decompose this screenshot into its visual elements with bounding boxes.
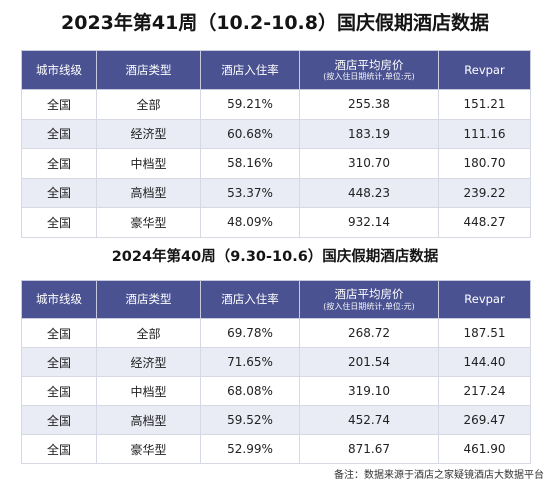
header-avg-price-note: (按入住日期统计,单位:元) (323, 301, 415, 311)
table-row: 全国 高档型 59.52% 452.74 269.47 (21, 405, 531, 435)
cell-occupancy: 71.65% (200, 347, 300, 377)
cell-city-tier: 全国 (21, 207, 97, 238)
cell-city-tier: 全国 (21, 118, 97, 149)
table-header-row: 城市线级 酒店类型 酒店入住率 酒店平均房价 (按入住日期统计,单位:元) Re… (21, 50, 531, 90)
cell-revpar: 239.22 (438, 177, 531, 208)
header-hotel-type: 酒店类型 (96, 50, 201, 90)
cell-revpar: 144.40 (438, 347, 531, 377)
header-occupancy: 酒店入住率 (200, 280, 300, 319)
table-row: 全国 经济型 71.65% 201.54 144.40 (21, 347, 531, 377)
cell-hotel-type: 全部 (96, 89, 201, 120)
cell-hotel-type: 中档型 (96, 148, 201, 179)
cell-city-tier: 全国 (21, 376, 97, 406)
cell-city-tier: 全国 (21, 148, 97, 179)
header-revpar: Revpar (438, 280, 531, 319)
cell-avg-price: 183.19 (299, 118, 439, 149)
cell-city-tier: 全国 (21, 177, 97, 208)
header-city-tier: 城市线级 (21, 50, 97, 90)
cell-hotel-type: 经济型 (96, 347, 201, 377)
table-row: 全国 高档型 53.37% 448.23 239.22 (21, 177, 531, 208)
cell-hotel-type: 豪华型 (96, 207, 201, 238)
header-revpar: Revpar (438, 50, 531, 90)
cell-revpar: 217.24 (438, 376, 531, 406)
cell-revpar: 269.47 (438, 405, 531, 435)
cell-occupancy: 59.52% (200, 405, 300, 435)
header-avg-price-note: (按入住日期统计,单位:元) (323, 72, 415, 82)
header-occupancy: 酒店入住率 (200, 50, 300, 90)
table1-title: 2023年第41周（10.2-10.8）国庆假期酒店数据 (61, 12, 489, 34)
table-header-row: 城市线级 酒店类型 酒店入住率 酒店平均房价 (按入住日期统计,单位:元) Re… (21, 280, 531, 319)
cell-avg-price: 268.72 (299, 318, 439, 348)
table-row: 全国 豪华型 48.09% 932.14 448.27 (21, 207, 531, 238)
cell-occupancy: 48.09% (200, 207, 300, 238)
cell-hotel-type: 高档型 (96, 177, 201, 208)
header-avg-price-label: 酒店平均房价 (334, 287, 404, 302)
cell-revpar: 111.16 (438, 118, 531, 149)
table-row: 全国 全部 59.21% 255.38 151.21 (21, 89, 531, 120)
cell-avg-price: 448.23 (299, 177, 439, 208)
header-hotel-type: 酒店类型 (96, 280, 201, 319)
table-row: 全国 中档型 58.16% 310.70 180.70 (21, 148, 531, 179)
footnote-source: 备注：数据来源于酒店之家疑镜酒店大数据平台 (334, 470, 544, 481)
header-avg-price: 酒店平均房价 (按入住日期统计,单位:元) (299, 50, 439, 90)
cell-occupancy: 58.16% (200, 148, 300, 179)
cell-hotel-type: 中档型 (96, 376, 201, 406)
table-row: 全国 经济型 60.68% 183.19 111.16 (21, 118, 531, 149)
cell-occupancy: 53.37% (200, 177, 300, 208)
cell-avg-price: 201.54 (299, 347, 439, 377)
table2-2024-holiday-data: 城市线级 酒店类型 酒店入住率 酒店平均房价 (按入住日期统计,单位:元) Re… (21, 280, 531, 464)
cell-revpar: 448.27 (438, 207, 531, 238)
header-avg-price: 酒店平均房价 (按入住日期统计,单位:元) (299, 280, 439, 319)
cell-avg-price: 319.10 (299, 376, 439, 406)
table-row: 全国 中档型 68.08% 319.10 217.24 (21, 376, 531, 406)
cell-occupancy: 69.78% (200, 318, 300, 348)
cell-occupancy: 52.99% (200, 434, 300, 464)
cell-city-tier: 全国 (21, 347, 97, 377)
table2-title: 2024年第40周（9.30-10.6）国庆假期酒店数据 (111, 249, 439, 265)
cell-revpar: 461.90 (438, 434, 531, 464)
cell-revpar: 187.51 (438, 318, 531, 348)
cell-hotel-type: 豪华型 (96, 434, 201, 464)
header-avg-price-label: 酒店平均房价 (334, 57, 404, 72)
cell-revpar: 180.70 (438, 148, 531, 179)
table-row: 全国 全部 69.78% 268.72 187.51 (21, 318, 531, 348)
cell-hotel-type: 高档型 (96, 405, 201, 435)
table1-2023-holiday-data: 城市线级 酒店类型 酒店入住率 酒店平均房价 (按入住日期统计,单位:元) Re… (21, 50, 531, 238)
table-row: 全国 豪华型 52.99% 871.67 461.90 (21, 434, 531, 464)
cell-avg-price: 452.74 (299, 405, 439, 435)
cell-avg-price: 871.67 (299, 434, 439, 464)
cell-occupancy: 60.68% (200, 118, 300, 149)
cell-hotel-type: 经济型 (96, 118, 201, 149)
cell-revpar: 151.21 (438, 89, 531, 120)
cell-city-tier: 全国 (21, 405, 97, 435)
cell-occupancy: 59.21% (200, 89, 300, 120)
header-city-tier: 城市线级 (21, 280, 97, 319)
cell-avg-price: 255.38 (299, 89, 439, 120)
cell-occupancy: 68.08% (200, 376, 300, 406)
cell-avg-price: 932.14 (299, 207, 439, 238)
cell-city-tier: 全国 (21, 89, 97, 120)
cell-avg-price: 310.70 (299, 148, 439, 179)
cell-hotel-type: 全部 (96, 318, 201, 348)
cell-city-tier: 全国 (21, 318, 97, 348)
cell-city-tier: 全国 (21, 434, 97, 464)
